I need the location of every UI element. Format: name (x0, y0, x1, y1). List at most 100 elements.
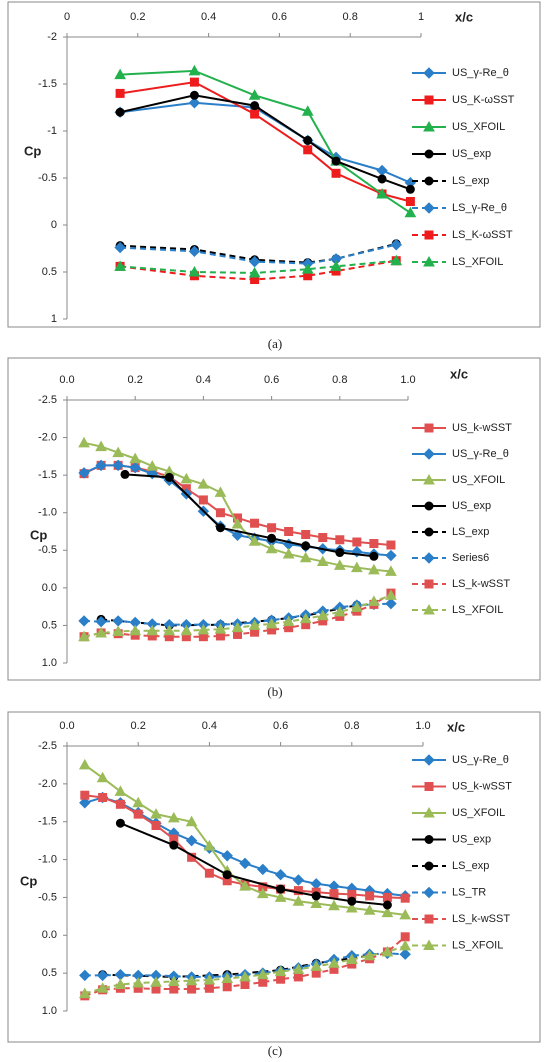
x-tick-label: 1.0 (400, 374, 415, 386)
marker (98, 792, 108, 802)
marker (385, 597, 397, 610)
x-tick-label: 0.6 (264, 374, 279, 386)
y-tick-label: -2.5 (38, 394, 57, 406)
marker (250, 101, 260, 111)
x-tick-label: 0.2 (130, 11, 145, 23)
marker (299, 551, 312, 563)
marker (351, 561, 363, 573)
marker (423, 603, 435, 615)
marker (120, 469, 130, 479)
y-tick-label: 0 (51, 219, 57, 231)
marker (423, 473, 435, 485)
marker (293, 886, 303, 896)
marker (381, 945, 394, 957)
marker (95, 459, 107, 472)
caption: (b) (267, 684, 282, 699)
marker (112, 446, 124, 458)
x-tick-label: 0.4 (201, 11, 216, 23)
marker (345, 953, 358, 965)
marker (423, 448, 435, 460)
marker (316, 609, 329, 621)
marker (318, 533, 328, 543)
series-line (119, 94, 411, 191)
x-tick-label: 0.8 (343, 11, 358, 23)
marker (114, 241, 126, 254)
marker (310, 960, 323, 971)
y-axis-label: Cp (30, 527, 47, 542)
marker (189, 77, 199, 87)
y-tick-label: -1.0 (38, 507, 57, 519)
marker (390, 239, 402, 251)
marker (400, 932, 410, 942)
marker (221, 850, 233, 862)
marker (80, 790, 90, 800)
marker (292, 963, 305, 974)
marker (112, 625, 124, 636)
marker (292, 895, 305, 906)
marker (78, 436, 90, 448)
marker (301, 105, 314, 116)
legend-label: LS_k-wSST (452, 913, 510, 925)
marker (303, 145, 313, 155)
marker (203, 973, 216, 985)
marker (399, 948, 411, 960)
x-tick-label: 0.0 (59, 720, 74, 732)
y-tick-label: -1.5 (38, 78, 57, 90)
marker (132, 976, 145, 988)
legend-label: LS_exp (452, 860, 489, 872)
legend-label: Series6 (452, 552, 489, 564)
legend-label: US_γ-Re_θ (452, 754, 509, 766)
marker (369, 539, 379, 549)
y-tick-label: 1.0 (42, 657, 57, 669)
x-axis-label: x/c (450, 366, 468, 381)
panel-frame (7, 711, 541, 1043)
marker (163, 624, 176, 636)
legend-label: US_XFOIL (452, 121, 505, 133)
marker (250, 518, 260, 528)
legend-label: LS_TR (452, 886, 486, 898)
marker (129, 461, 141, 474)
legend-label: US_K-ωSST (452, 94, 515, 106)
legend-label: US_γ-Re_θ (452, 67, 509, 79)
series-line (119, 101, 411, 184)
marker (311, 891, 321, 901)
marker (231, 529, 244, 541)
marker (164, 472, 174, 482)
legend-label: US_XFOIL (452, 474, 505, 486)
marker (404, 206, 417, 218)
marker (399, 908, 412, 920)
marker (424, 95, 434, 105)
y-axis-label: Cp (20, 873, 37, 888)
marker (79, 969, 91, 982)
y-tick-label: -1 (47, 125, 57, 137)
marker (95, 626, 107, 638)
x-tick-label: 1 (418, 11, 424, 23)
marker (240, 980, 250, 989)
marker (310, 897, 323, 908)
marker (405, 184, 415, 194)
marker (167, 975, 180, 986)
marker (187, 984, 197, 994)
marker (365, 891, 375, 901)
y-tick-label: 0.5 (42, 619, 57, 631)
marker (169, 840, 179, 850)
marker (250, 109, 260, 119)
marker (248, 255, 261, 268)
marker (424, 176, 434, 186)
marker (282, 548, 295, 559)
caption: (a) (268, 336, 282, 351)
marker (352, 537, 362, 547)
marker (335, 548, 345, 558)
series-line (120, 242, 397, 264)
legend-label: US_exp (452, 148, 491, 160)
marker (239, 970, 251, 982)
legend-label: LS_exp (452, 526, 489, 538)
legend-label: LS_XFOIL (452, 604, 503, 616)
marker (96, 771, 109, 783)
marker (301, 541, 311, 551)
marker (96, 969, 109, 982)
marker (423, 754, 435, 766)
marker (265, 617, 278, 629)
x-tick-label: 0.6 (272, 11, 287, 23)
marker (390, 254, 403, 266)
